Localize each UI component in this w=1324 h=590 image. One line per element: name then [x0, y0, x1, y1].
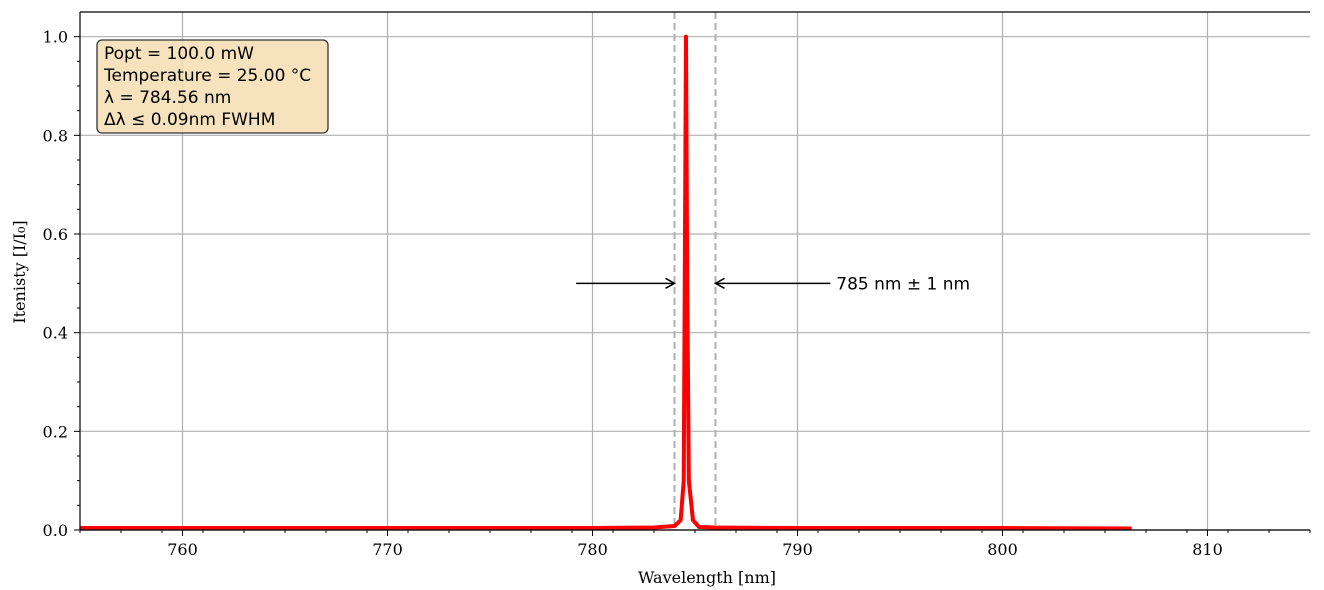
- ticks: 760 770 780 790 800 810 0.0 0.2 0.4 0.6 0.8 1.0: [43, 28, 1311, 559]
- info-line-temperature: Temperature = 25.00 °C: [103, 66, 311, 86]
- y-tick-label: 0.6: [43, 225, 68, 244]
- x-tick-label: 770: [372, 540, 403, 559]
- annotation: 785 nm ± 1 nm: [576, 274, 970, 294]
- x-tick-label: 780: [577, 540, 608, 559]
- y-tick-label: 1.0: [43, 28, 68, 47]
- arrow-left: [576, 277, 677, 289]
- x-tick-label: 810: [1192, 540, 1223, 559]
- info-line-power: Popt = 100.0 mW: [104, 44, 254, 64]
- info-line-linewidth: Δλ ≤ 0.09nm FWHM: [104, 110, 275, 130]
- x-tick-label: 760: [167, 540, 198, 559]
- info-line-wavelength: λ = 784.56 nm: [104, 88, 231, 108]
- y-tick-label: 0.2: [43, 422, 68, 441]
- x-tick-label: 800: [987, 540, 1018, 559]
- spectrum-line: [80, 34, 1132, 531]
- info-box-background: [96, 39, 329, 134]
- x-tick-label: 790: [782, 540, 813, 559]
- reference-lines: [673, 12, 717, 530]
- annotation-text: 785 nm ± 1 nm: [836, 274, 970, 294]
- y-tick-label: 0.8: [43, 126, 68, 145]
- y-tick-label: 0.4: [43, 324, 68, 343]
- arrow-right: [713, 277, 831, 289]
- y-axis-label: Itenisty [I/I₀]: [10, 220, 29, 323]
- x-axis-label: Wavelength [nm]: [638, 568, 776, 587]
- y-tick-label: 0.0: [43, 521, 68, 540]
- series-group: [80, 34, 1132, 531]
- info-box: Popt = 100.0 mW Temperature = 25.00 °C λ…: [96, 39, 329, 134]
